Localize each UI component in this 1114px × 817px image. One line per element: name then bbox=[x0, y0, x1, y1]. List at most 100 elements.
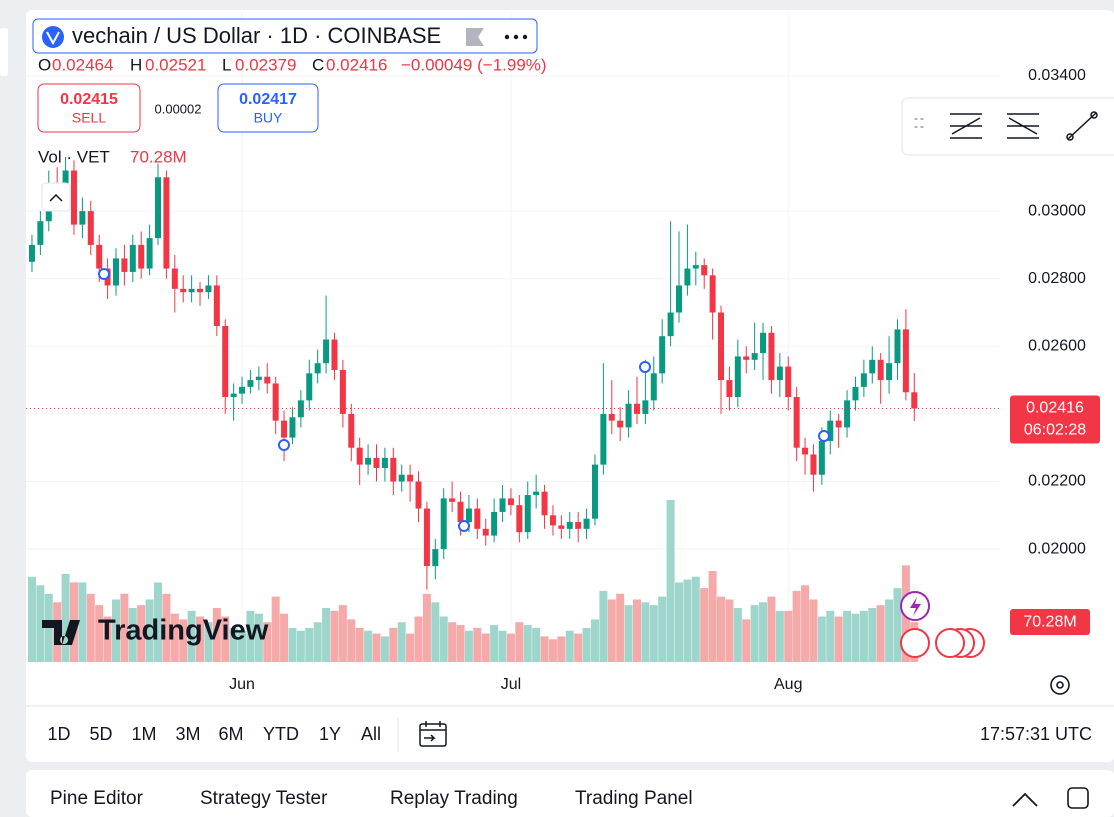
tabs: Pine Editor Strategy Tester Replay Trading… bbox=[50, 788, 693, 809]
timeframe-button[interactable]: 3M bbox=[175, 724, 200, 744]
clock: 17:57:31 UTC bbox=[980, 724, 1092, 744]
candle-body bbox=[289, 417, 296, 438]
maximize-panel[interactable] bbox=[1067, 787, 1089, 809]
panel-tab[interactable]: Trading Panel bbox=[575, 788, 693, 809]
volume-bar bbox=[649, 605, 658, 662]
candle-body bbox=[247, 380, 254, 387]
collapse-button[interactable] bbox=[41, 182, 71, 212]
candle-body bbox=[264, 376, 271, 384]
lightning bbox=[910, 597, 921, 616]
panel-tab[interactable]: Replay Trading bbox=[390, 788, 518, 809]
volume-bar bbox=[691, 576, 700, 662]
event-marker[interactable] bbox=[818, 430, 830, 442]
ohlc-value: 0.02416 bbox=[326, 55, 387, 74]
event-marker[interactable] bbox=[98, 268, 110, 280]
sell-button[interactable] bbox=[37, 83, 141, 133]
volume-bar bbox=[490, 625, 499, 662]
calendar-flags[interactable] bbox=[900, 628, 985, 658]
volume-bar bbox=[170, 613, 179, 662]
candle-body bbox=[281, 420, 288, 438]
flag-icon[interactable] bbox=[466, 28, 484, 46]
candle-body bbox=[835, 420, 842, 428]
volume-bar bbox=[187, 610, 196, 662]
candle-body bbox=[373, 457, 380, 468]
bottom-panel bbox=[26, 770, 1114, 817]
candle-body bbox=[306, 373, 313, 401]
volume-bar bbox=[700, 588, 709, 662]
volume-bar bbox=[179, 619, 188, 662]
candle-body bbox=[474, 508, 481, 529]
tool-icon[interactable] bbox=[1007, 113, 1039, 139]
candle-body bbox=[398, 474, 405, 482]
volume-bar bbox=[868, 608, 877, 662]
date-range-icon[interactable] bbox=[419, 721, 447, 747]
timeframe-button[interactable]: YTD bbox=[263, 724, 299, 744]
candle-body bbox=[146, 238, 153, 269]
volume-bar bbox=[36, 585, 45, 662]
candle-body bbox=[676, 285, 683, 313]
collapse-panel[interactable] bbox=[1012, 792, 1038, 807]
ohlc-value: 0.02464 bbox=[52, 55, 113, 74]
panel-tab[interactable]: Pine Editor bbox=[50, 788, 144, 809]
candle-body bbox=[785, 366, 792, 397]
timeframe-button[interactable]: 6M bbox=[218, 724, 243, 744]
timeframe-button[interactable]: 1Y bbox=[319, 724, 341, 744]
volume-bar bbox=[540, 636, 549, 662]
volume-bar bbox=[683, 579, 692, 662]
candle-body bbox=[129, 244, 136, 272]
volume-bar bbox=[742, 619, 751, 662]
event-marker[interactable] bbox=[278, 439, 290, 451]
candle-body bbox=[692, 265, 699, 269]
logo-v bbox=[46, 31, 60, 46]
volume-bar bbox=[103, 616, 112, 662]
volume-bar bbox=[733, 608, 742, 662]
candle-body bbox=[255, 376, 262, 381]
candle-body bbox=[491, 511, 498, 536]
event-marker[interactable] bbox=[639, 361, 651, 373]
chevron bbox=[49, 193, 63, 202]
volume-title: Vol · VET bbox=[38, 147, 110, 166]
candle-body bbox=[743, 356, 750, 360]
candle-body bbox=[617, 420, 624, 428]
candle-body bbox=[844, 400, 851, 428]
timeframe-button[interactable]: All bbox=[361, 724, 381, 744]
event-marker[interactable] bbox=[458, 520, 470, 532]
x-tick-label: Aug bbox=[774, 676, 802, 693]
volume-bar bbox=[347, 619, 356, 662]
symbol-box[interactable] bbox=[32, 18, 538, 54]
volume-bar bbox=[380, 636, 389, 662]
volume-value: 70.28M bbox=[130, 147, 187, 166]
more-icon[interactable] bbox=[504, 34, 528, 40]
settings-icon[interactable] bbox=[1050, 675, 1070, 695]
candle-body bbox=[440, 498, 447, 550]
volume-bar bbox=[464, 630, 473, 662]
timeframe-button[interactable]: 5D bbox=[89, 724, 112, 744]
candle-body bbox=[37, 221, 44, 245]
volume-bar bbox=[27, 576, 36, 662]
volume-bar bbox=[431, 602, 440, 662]
timeframe-button[interactable]: 1M bbox=[131, 724, 156, 744]
volume-bar bbox=[557, 636, 566, 662]
candle-body bbox=[407, 474, 414, 482]
volume-bar bbox=[607, 599, 616, 662]
last-price-tag bbox=[1010, 395, 1100, 444]
volume-bar bbox=[78, 582, 87, 662]
volume-bar bbox=[254, 613, 263, 662]
buy-button[interactable] bbox=[217, 83, 319, 133]
candle-body bbox=[802, 447, 809, 455]
candle-body bbox=[28, 244, 35, 262]
candle-body bbox=[625, 403, 632, 428]
candle-body bbox=[541, 491, 548, 516]
volume-bar bbox=[548, 639, 557, 662]
panel-tab[interactable]: Strategy Tester bbox=[200, 788, 328, 809]
timeframe-button[interactable]: 1D bbox=[47, 724, 70, 744]
volume-bar bbox=[439, 616, 448, 662]
tool-icon[interactable] bbox=[950, 113, 982, 139]
volume-bar bbox=[313, 622, 322, 662]
volume-bar bbox=[238, 630, 247, 662]
candle-body bbox=[575, 522, 582, 529]
volume-bar bbox=[759, 602, 768, 662]
candle-body bbox=[70, 170, 77, 225]
